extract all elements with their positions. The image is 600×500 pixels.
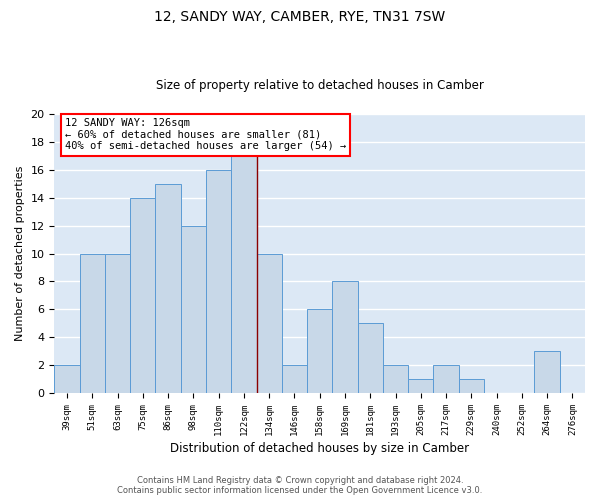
Bar	[105, 254, 130, 393]
Bar	[458, 379, 484, 393]
Bar	[80, 254, 105, 393]
X-axis label: Distribution of detached houses by size in Camber: Distribution of detached houses by size …	[170, 442, 469, 455]
Bar	[433, 365, 458, 393]
Bar	[55, 365, 80, 393]
Text: 12 SANDY WAY: 126sqm
← 60% of detached houses are smaller (81)
40% of semi-detac: 12 SANDY WAY: 126sqm ← 60% of detached h…	[65, 118, 346, 152]
Bar	[282, 365, 307, 393]
Bar	[257, 254, 282, 393]
Text: Contains HM Land Registry data © Crown copyright and database right 2024.
Contai: Contains HM Land Registry data © Crown c…	[118, 476, 482, 495]
Text: 12, SANDY WAY, CAMBER, RYE, TN31 7SW: 12, SANDY WAY, CAMBER, RYE, TN31 7SW	[154, 10, 446, 24]
Bar	[206, 170, 231, 393]
Bar	[358, 324, 383, 393]
Bar	[181, 226, 206, 393]
Bar	[535, 351, 560, 393]
Bar	[130, 198, 155, 393]
Bar	[332, 282, 358, 393]
Title: Size of property relative to detached houses in Camber: Size of property relative to detached ho…	[156, 79, 484, 92]
Bar	[383, 365, 408, 393]
Bar	[155, 184, 181, 393]
Y-axis label: Number of detached properties: Number of detached properties	[15, 166, 25, 341]
Bar	[231, 156, 257, 393]
Bar	[408, 379, 433, 393]
Bar	[307, 310, 332, 393]
